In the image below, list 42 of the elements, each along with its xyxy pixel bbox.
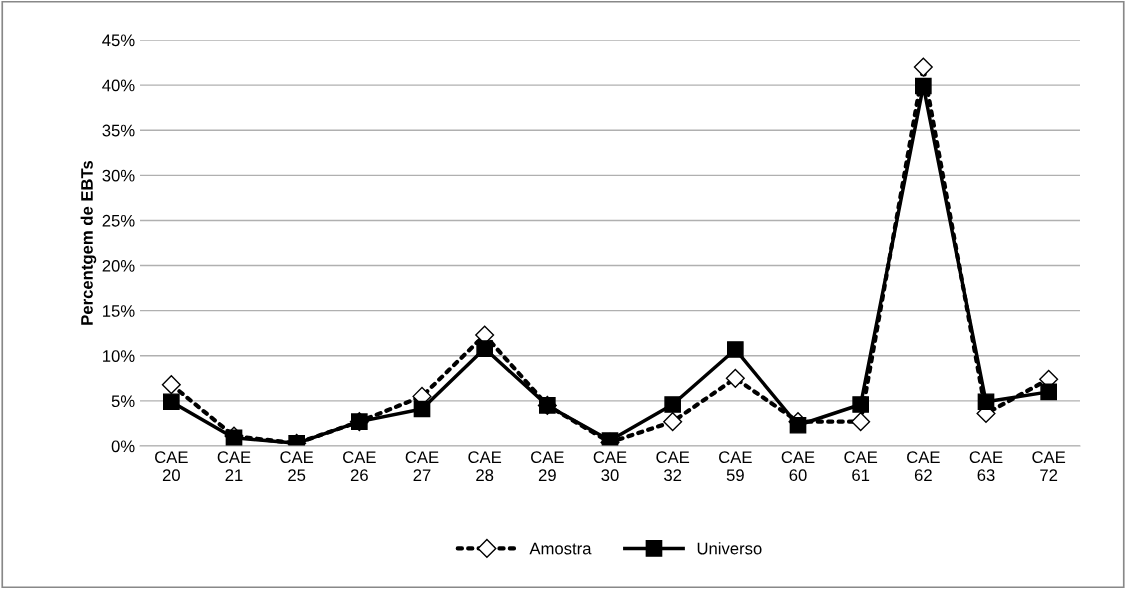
x-tick-label: CAE 28 (468, 451, 502, 482)
y-tick-label: 0% (111, 440, 135, 453)
x-tick-label: CAE 25 (280, 451, 314, 482)
y-tick-label: 30% (102, 169, 135, 182)
point (977, 393, 995, 411)
point (914, 77, 932, 95)
x-tick-label: CAE 20 (155, 451, 188, 482)
point (413, 400, 431, 418)
x-tick-label: CAE 60 (781, 451, 815, 482)
x-tick-label: CAE 29 (531, 451, 564, 482)
point (913, 57, 933, 77)
point (664, 396, 682, 413)
point (161, 375, 181, 395)
y-tick-label: 45% (102, 34, 135, 47)
y-tick-label: 5% (111, 395, 135, 408)
point (1040, 383, 1058, 401)
point (851, 412, 871, 432)
point (663, 412, 683, 432)
y-tick-label: 40% (102, 79, 135, 92)
point (852, 396, 870, 413)
point (725, 368, 745, 388)
y-tick-label: 25% (102, 214, 135, 227)
x-tick-label: CAE 27 (405, 451, 439, 481)
x-tick-label: CAE 72 (1032, 451, 1066, 481)
y-tick-label: 20% (102, 259, 135, 272)
y-tick-label: 10% (103, 350, 135, 362)
x-tick-label: CAE 21 (217, 451, 251, 481)
x-tick-label: CAE 30 (593, 451, 627, 482)
x-tick-label: CAE 32 (656, 451, 690, 482)
point (476, 340, 494, 357)
y-tick-label: 35% (102, 124, 135, 137)
y-axis-title: Percentgem de EBTs (80, 160, 97, 325)
x-tick-label: CAE 63 (969, 451, 1003, 482)
legend-label: Universo (697, 542, 762, 555)
x-tick-label: CAE 26 (343, 451, 376, 482)
x-tick-label: CAE 59 (719, 451, 752, 482)
point (162, 393, 180, 411)
x-tick-label: CAE 62 (907, 451, 940, 482)
x-tick-label: CAE 61 (844, 451, 878, 482)
legend-label: Amostra (529, 542, 592, 555)
point (726, 341, 744, 358)
y-tick-label: 15% (103, 305, 135, 317)
